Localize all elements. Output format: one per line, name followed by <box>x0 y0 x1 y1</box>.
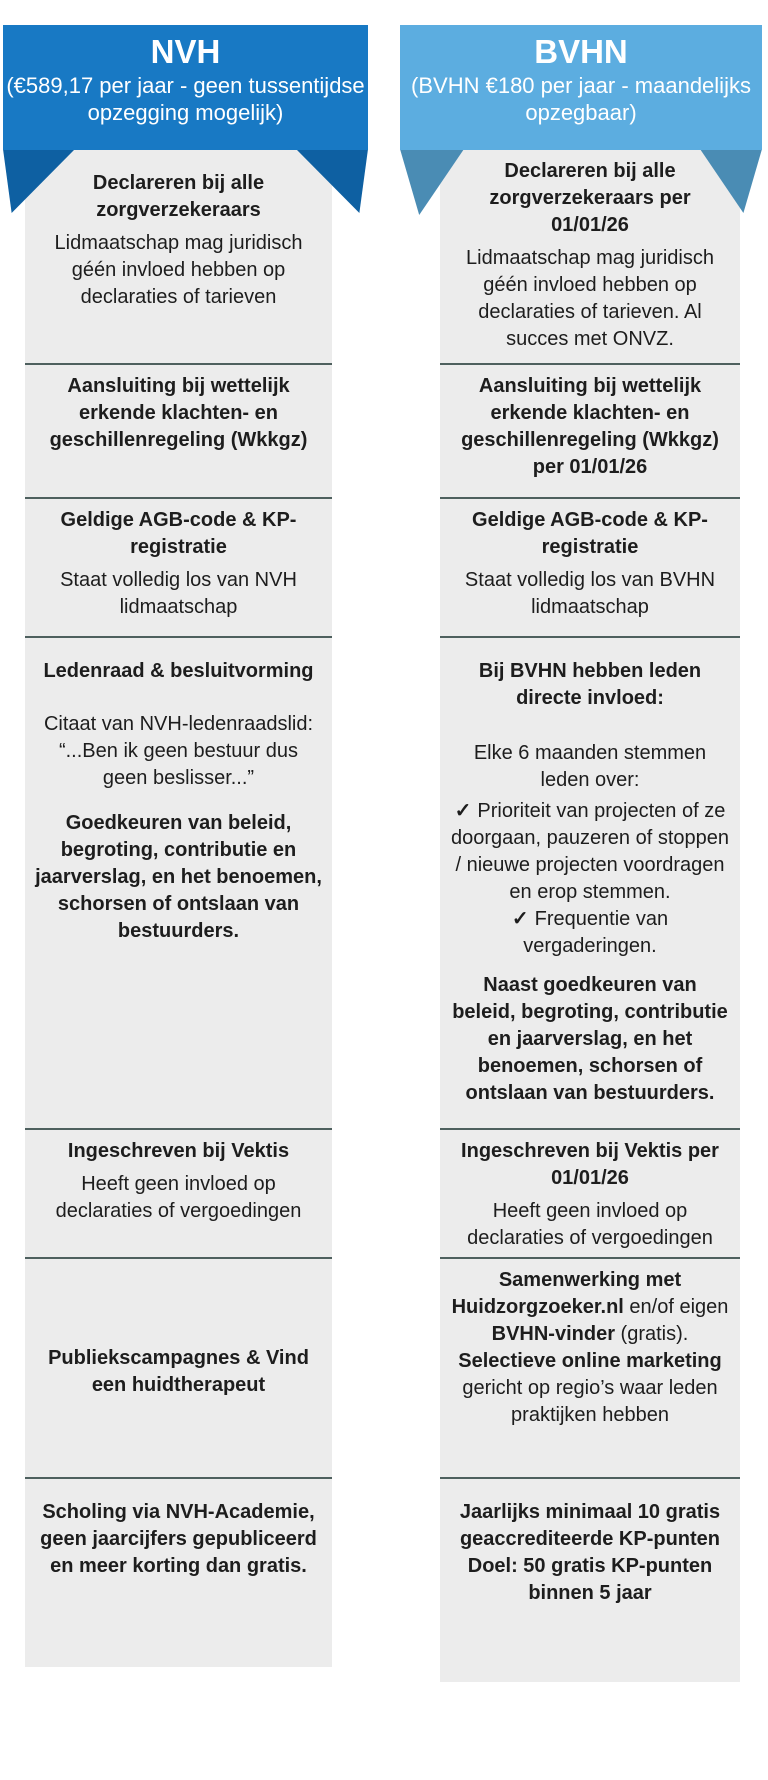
row-title: Scholing via NVH-Academie, geen jaarcijf… <box>40 1501 317 1577</box>
row-bold-note: Goedkeuren van beleid, begroting, contri… <box>35 812 322 942</box>
row-title: Geldige AGB-code & KP-registratie <box>472 509 708 558</box>
bvhn-title: BVHN <box>534 33 628 70</box>
bvhn-row-samenwerking: Samenwerking met Huidzorgzoeker.nl en/of… <box>440 1257 740 1477</box>
row-title: Ingeschreven bij Vektis per 01/01/26 <box>461 1140 719 1189</box>
row-title: Declareren bij alle zorgverzekeraars <box>92 172 265 221</box>
nvh-header-banner: NVH (€589,17 per jaar - geen tussentijds… <box>3 25 368 150</box>
row-title: Bij BVHN hebben leden directe invloed: <box>478 660 702 709</box>
row-rich-text: Samenwerking met Huidzorgzoeker.nl en/of… <box>451 1269 729 1426</box>
nvh-row-vektis: Ingeschreven bij Vektis Heeft geen invlo… <box>25 1128 332 1257</box>
check-item-text: Frequentie van vergaderingen. <box>523 908 669 957</box>
row-title: Geldige AGB-code & KP-registratie <box>60 509 297 558</box>
check-item: ✓ Prioriteit van projecten of ze doorgaan… <box>450 798 730 906</box>
check-icon: ✓ <box>511 908 529 930</box>
nvh-row-agb-code: Geldige AGB-code & KP-registratie Staat … <box>25 497 332 636</box>
row-bold-note: Naast goedkeuren van beleid, begroting, … <box>452 974 728 1104</box>
row-intro: Elke 6 maanden stemmen leden over: <box>473 742 707 791</box>
row-body: Heeft geen invloed op declaraties of ver… <box>55 1173 302 1222</box>
row-title: Ledenraad & besluitvorming <box>43 660 314 682</box>
bvhn-column: Declareren bij alle zorgverzekeraars per… <box>440 150 740 1682</box>
nvh-row-declareren: Declareren bij alle zorgverzekeraars Lid… <box>25 150 332 363</box>
bvhn-row-vektis: Ingeschreven bij Vektis per 01/01/26 Hee… <box>440 1128 740 1257</box>
bvhn-row-leden-invloed: Bij BVHN hebben leden directe invloed: E… <box>440 636 740 1128</box>
row-body: Heeft geen invloed op declaraties of ver… <box>467 1200 713 1249</box>
row-body: Staat volledig los van NVH lidmaatschap <box>60 569 297 618</box>
nvh-row-klachtenregeling: Aansluiting bij wettelijk erkende klacht… <box>25 363 332 497</box>
member-quote: Citaat van NVH-ledenraadslid: “...Ben ik… <box>43 713 314 789</box>
row-title: Declareren bij alle zorgverzekeraars per… <box>489 160 691 236</box>
row-body: Lidmaatschap mag juridisch géén invloed … <box>466 247 714 350</box>
nvh-column: Declareren bij alle zorgverzekeraars Lid… <box>25 150 332 1667</box>
nvh-title: NVH <box>150 33 221 70</box>
bvhn-row-declareren: Declareren bij alle zorgverzekeraars per… <box>440 150 740 363</box>
row-body: Lidmaatschap mag juridisch géén invloed … <box>54 232 303 308</box>
nvh-row-publiekscampagnes: Publiekscampagnes & Vind een huidtherape… <box>25 1257 332 1477</box>
row-title: Ingeschreven bij Vektis <box>67 1140 290 1162</box>
bvhn-row-kp-punten: Jaarlijks minimaal 10 gratis geaccredite… <box>440 1477 740 1682</box>
check-icon: ✓ <box>454 800 472 822</box>
row-title: Jaarlijks minimaal 10 gratis geaccredite… <box>459 1501 721 1604</box>
nvh-row-ledenraad: Ledenraad & besluitvorming Citaat van NV… <box>25 636 332 1128</box>
nvh-subtitle: (€589,17 per jaar - geen tussentijdse op… <box>6 72 365 126</box>
row-body: Staat volledig los van BVHN lidmaatschap <box>464 569 716 618</box>
bvhn-row-agb-code: Geldige AGB-code & KP-registratie Staat … <box>440 497 740 636</box>
row-title: Publiekscampagnes & Vind een huidtherape… <box>48 1347 309 1396</box>
check-item: ✓ Frequentie van vergaderingen. <box>450 906 730 960</box>
bvhn-header-banner: BVHN (BVHN €180 per jaar - maandelijks o… <box>400 25 762 150</box>
bvhn-row-klachtenregeling: Aansluiting bij wettelijk erkende klacht… <box>440 363 740 497</box>
row-title: Aansluiting bij wettelijk erkende klacht… <box>49 375 308 451</box>
check-item-text: Prioriteit van projecten of ze doorgaan,… <box>451 800 729 903</box>
bvhn-subtitle: (BVHN €180 per jaar - maandelijks opzegb… <box>411 72 751 126</box>
nvh-row-scholing: Scholing via NVH-Academie, geen jaarcijf… <box>25 1477 332 1667</box>
row-title: Aansluiting bij wettelijk erkende klacht… <box>461 375 719 478</box>
